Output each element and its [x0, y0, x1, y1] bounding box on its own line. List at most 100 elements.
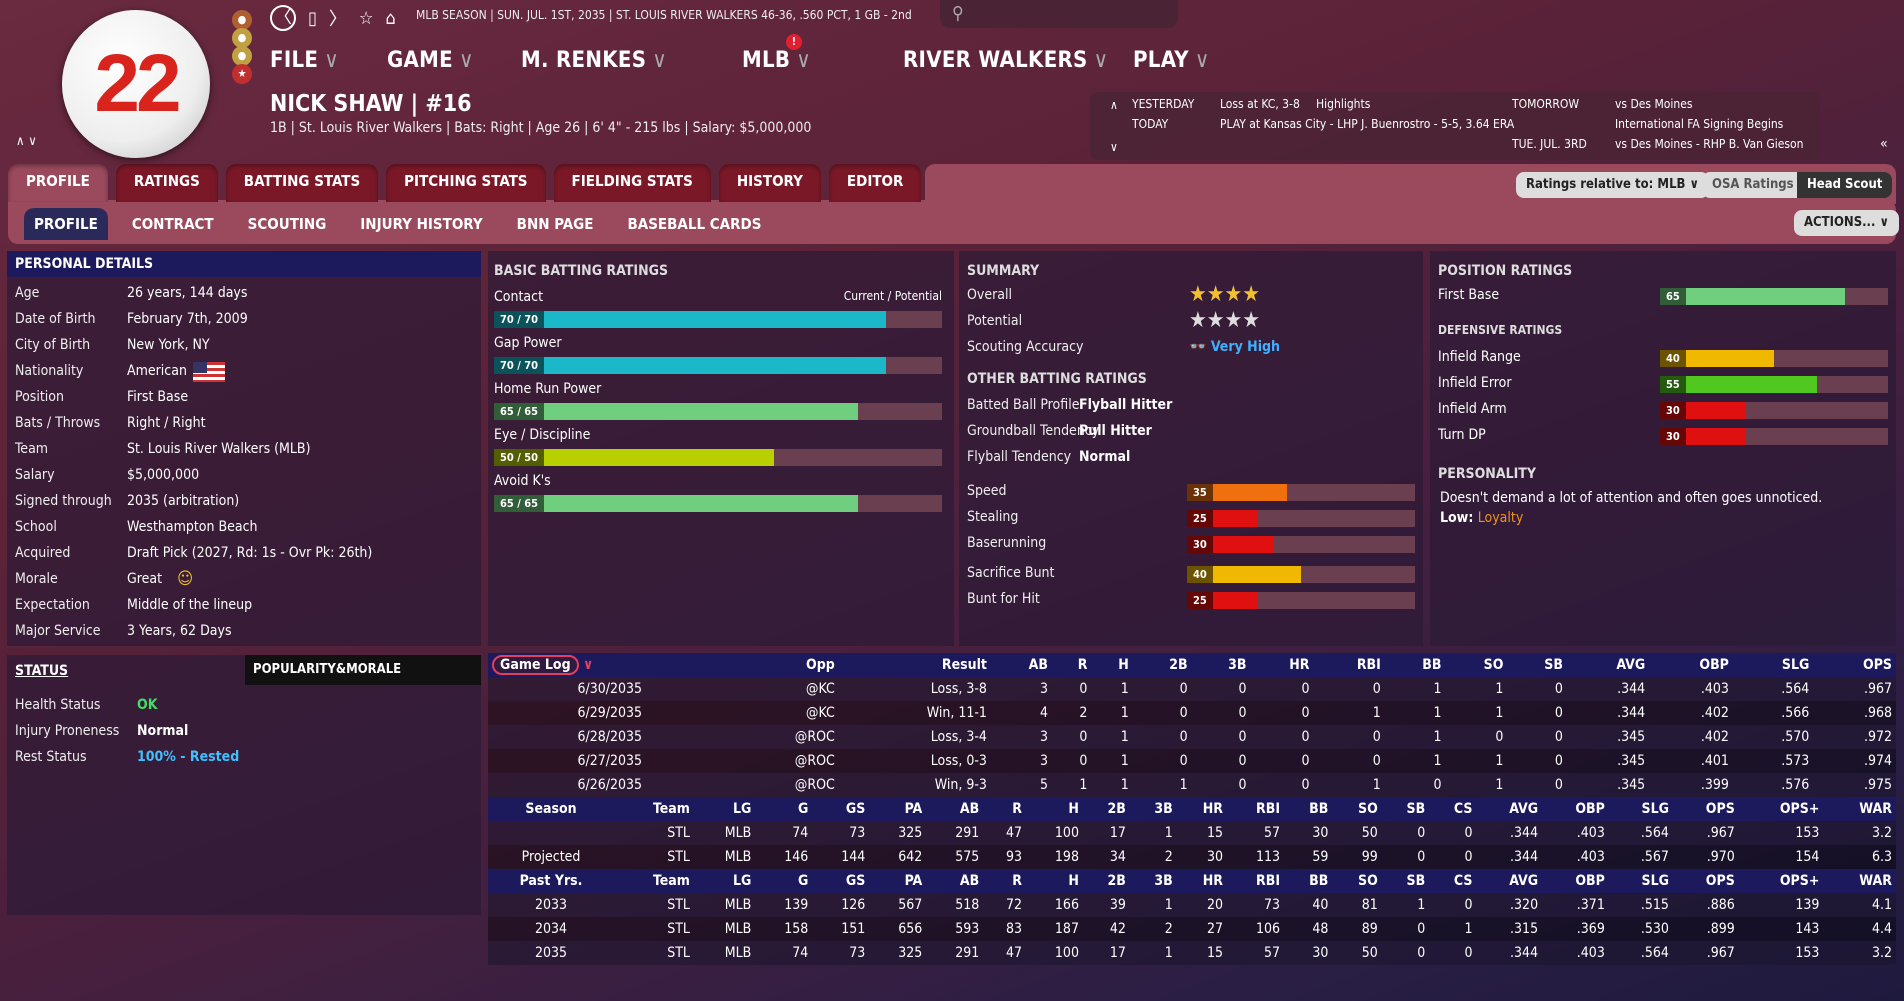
table-cell: 0: [1051, 677, 1092, 701]
rating-value: 40: [1187, 566, 1213, 583]
table-cell: 0: [1429, 821, 1477, 845]
table-cell: .570: [1732, 725, 1814, 749]
column-header: 2B: [1132, 653, 1192, 677]
position-label: Infield Arm: [1438, 401, 1507, 417]
table-cell: 0: [1381, 917, 1430, 941]
table-cell: 0: [1132, 749, 1192, 773]
tab-fielding-stats[interactable]: FIELDING STATS: [553, 164, 711, 202]
yesterday-result[interactable]: Loss at KC, 3-8: [1220, 97, 1300, 111]
highlights-link[interactable]: Highlights: [1316, 97, 1371, 111]
table-cell: 34: [1082, 845, 1130, 869]
menu-manager[interactable]: M. RENKES ∨: [521, 48, 668, 73]
subtab-contract[interactable]: CONTRACT: [131, 215, 214, 233]
schedule-down-icon[interactable]: ∨: [1110, 140, 1118, 154]
label: Potential: [967, 313, 1023, 329]
table-cell: 47: [983, 821, 1026, 845]
subtab-strip: [8, 200, 1896, 244]
status-panel: STATUS POPULARITY&MORALE Health Status OK…: [7, 655, 481, 915]
table-cell: 17: [1082, 941, 1130, 965]
label: TOMORROW: [1512, 97, 1580, 111]
detail-value: Middle of the lineup: [127, 597, 253, 613]
menu-river-walkers[interactable]: RIVER WALKERS ∨: [903, 48, 1109, 73]
table-cell: 6/26/2035: [488, 773, 732, 797]
head-scout-toggle[interactable]: Head Scout: [1797, 172, 1893, 198]
player-name: NICK SHAW | #16: [270, 91, 472, 117]
rating-label: Avoid K's: [494, 473, 551, 489]
rating-value: 30: [1660, 402, 1686, 419]
column-header: RBI: [1227, 869, 1284, 893]
detail-label: Acquired: [15, 545, 71, 561]
forward-icon[interactable]: 〉: [328, 9, 347, 30]
column-header: Past Yrs.: [488, 869, 615, 893]
search-box[interactable]: ⚲: [940, 0, 1178, 28]
table-header-row: Season Team LG G GS PA AB R H 2B 3B HR RBI BB SO SB CS AV…: [488, 797, 1896, 821]
column-header: 3B: [1191, 653, 1251, 677]
table-cell: 73: [1227, 893, 1284, 917]
rating-label: Eye / Discipline: [494, 427, 591, 443]
table-cell: 30: [1176, 845, 1228, 869]
subtab-scouting[interactable]: SCOUTING: [247, 215, 327, 233]
section-title: BASIC BATTING RATINGS: [494, 263, 669, 279]
subtab-baseball-cards[interactable]: BASEBALL CARDS: [627, 215, 762, 233]
badge-icon: ●: [232, 46, 252, 66]
popularity-morale-tab[interactable]: POPULARITY&MORALE: [245, 655, 481, 685]
tab-history[interactable]: HISTORY: [718, 164, 821, 202]
table-cell: 1: [1384, 749, 1446, 773]
rating-bar-fill: [494, 357, 886, 374]
tab-profile[interactable]: PROFILE: [8, 164, 108, 202]
table-cell: 0: [1313, 725, 1385, 749]
tue-game[interactable]: vs Des Moines - RHP B. Van Gieson: [1615, 137, 1804, 151]
table-cell: 151: [812, 917, 870, 941]
collapse-icon[interactable]: «: [1880, 136, 1888, 152]
tab-pitching-stats[interactable]: PITCHING STATS: [386, 164, 546, 202]
subtab-profile[interactable]: PROFILE: [24, 208, 108, 240]
tab-ratings[interactable]: RATINGS: [115, 164, 218, 202]
table-cell: 1: [1445, 749, 1508, 773]
position-label: First Base: [1438, 287, 1500, 303]
home-icon[interactable]: ⌂: [385, 7, 396, 29]
subtab-bnn-page[interactable]: BNN PAGE: [516, 215, 594, 233]
section-title: DEFENSIVE RATINGS: [1438, 323, 1563, 337]
column-header: SLG: [1608, 869, 1673, 893]
detail-value: New York, NY: [127, 337, 210, 353]
season-info: MLB SEASON | SUN. JUL. 1ST, 2035 | ST. L…: [416, 8, 912, 22]
table-cell: .573: [1732, 749, 1814, 773]
actions-dropdown[interactable]: ACTIONS... ∨: [1794, 210, 1900, 236]
table-cell: 72: [983, 893, 1026, 917]
section-title: STATUS: [15, 663, 69, 679]
menu-mlb[interactable]: MLB ∨ !: [742, 34, 812, 73]
game-log-table: Game Log ∨ Opp Result AB R H 2B 3B HR RBI BB SO SB AV…: [488, 653, 1896, 797]
column-header: Opp: [731, 653, 839, 677]
detail-label: Morale: [15, 571, 58, 587]
tomorrow-game[interactable]: vs Des Moines: [1615, 97, 1693, 111]
game-log-select[interactable]: Game Log ∨: [488, 653, 732, 677]
scroll-arrows-icon[interactable]: ∧ ∨: [16, 134, 37, 149]
rating-bar: 40: [1660, 350, 1888, 367]
star-icon[interactable]: ☆: [358, 7, 374, 29]
table-cell: 0: [1429, 845, 1477, 869]
tab-editor[interactable]: EDITOR: [828, 164, 922, 202]
detail-value: 3 Years, 62 Days: [127, 623, 232, 639]
menu-play[interactable]: PLAY ∨: [1133, 48, 1210, 73]
subtab-injury-history[interactable]: INJURY HISTORY: [360, 215, 483, 233]
table-cell: 1: [1129, 821, 1177, 845]
table-cell: .402: [1649, 725, 1733, 749]
osa-ratings-toggle[interactable]: OSA Ratings: [1702, 172, 1804, 198]
rating-bar: 30: [1660, 402, 1888, 419]
schedule-up-icon[interactable]: ∧: [1110, 98, 1118, 112]
label: Baserunning: [967, 535, 1047, 551]
game-log-dropdown[interactable]: Game Log: [492, 655, 579, 675]
ratings-relative-dropdown[interactable]: Ratings relative to: MLB ∨: [1516, 172, 1710, 198]
table-cell: 153: [1738, 941, 1824, 965]
table-cell: 1: [1445, 773, 1508, 797]
back-forward-icon[interactable]: 〈: [270, 5, 296, 31]
label: Stealing: [967, 509, 1019, 525]
menu-game[interactable]: GAME ∨: [387, 48, 474, 73]
page-icon[interactable]: ▯: [308, 7, 317, 29]
tab-batting-stats[interactable]: BATTING STATS: [225, 164, 379, 202]
today-game[interactable]: PLAY at Kansas City - LHP J. Buenrostro …: [1220, 117, 1515, 131]
menu-file[interactable]: FILE ∨: [270, 48, 340, 73]
table-cell: .345: [1566, 749, 1650, 773]
table-cell: 0: [1191, 773, 1251, 797]
table-cell: 1: [1384, 725, 1446, 749]
